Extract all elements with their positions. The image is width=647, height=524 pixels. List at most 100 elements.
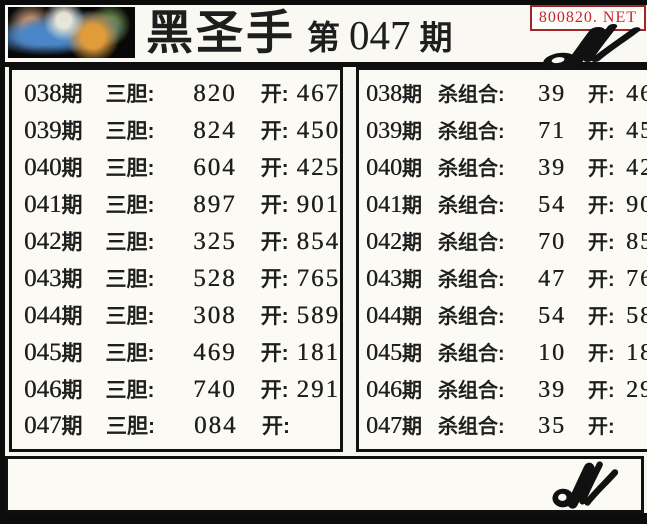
title-text: 黑圣手 — [146, 6, 296, 59]
record-row: 042期 三胆: 325 开: 854 — [24, 228, 340, 255]
open-label: 开: — [260, 120, 289, 144]
pick-value: 308 — [193, 301, 237, 329]
pick-label: 杀组合: — [438, 158, 505, 181]
pick-value: 71 — [538, 118, 566, 145]
pick-value: 54 — [538, 192, 566, 219]
record-row: 047期 杀组合: 35 开: — [359, 410, 647, 440]
period-cell: 044 — [366, 302, 402, 329]
record-row: 046期 三胆: 740 开: 291 — [24, 375, 340, 403]
open-value: 901 — [296, 191, 340, 219]
period-cell: 041 — [24, 191, 62, 219]
pick-label: 杀组合: — [438, 195, 505, 218]
record-row: 038期 三胆: 820 开: 467 — [24, 80, 340, 108]
header: 黑圣手 第 047 期 800820. NET — [5, 5, 647, 69]
period-cell: 047 — [24, 412, 62, 440]
open-value: 765 — [296, 264, 340, 292]
period-cell: 039 — [366, 118, 402, 145]
open-value: 181 — [626, 339, 647, 366]
open-label: 开: — [588, 416, 615, 439]
open-value: 291 — [626, 376, 647, 403]
period-cell: 046 — [366, 376, 402, 403]
pick-value: 740 — [193, 375, 237, 403]
record-row: 039期 三胆: 824 开: 450 — [24, 117, 340, 145]
open-label: 开: — [588, 232, 615, 254]
open-label: 开: — [260, 83, 289, 107]
open-label: 开: — [260, 341, 289, 365]
period-cell: 040 — [366, 155, 402, 182]
pick-label: 三胆: — [105, 157, 155, 181]
period-suffix: 期 — [419, 19, 453, 56]
footer-strip — [5, 456, 644, 513]
pick-label: 三胆: — [105, 83, 155, 107]
records-area: 038期 三胆: 820 开: 467 039期 三胆: 824 开: 450 040期 三胆: 6… — [9, 67, 647, 452]
open-label: 开: — [588, 379, 615, 402]
pick-label: 杀组合: — [438, 121, 505, 144]
pick-label: 三胆: — [105, 120, 155, 144]
period-cell: 043 — [366, 265, 402, 292]
open-value: 467 — [626, 81, 647, 108]
pick-label: 三胆: — [105, 194, 155, 218]
open-label: 开: — [588, 195, 615, 218]
period-cell: 044 — [24, 301, 62, 329]
record-row: 040期 三胆: 604 开: 425 — [24, 154, 340, 182]
pick-label: 三胆: — [105, 378, 155, 402]
open-label: 开: — [260, 194, 289, 218]
period-cell: 039 — [24, 117, 62, 145]
open-value: 181 — [296, 338, 340, 366]
pick-value: 39 — [538, 81, 566, 108]
open-label: 开: — [260, 231, 289, 254]
pick-value: 39 — [538, 155, 566, 182]
record-row: 044期 三胆: 308 开: 589 — [24, 301, 340, 329]
period-cell: 041 — [366, 192, 402, 219]
period-cell: 046 — [24, 375, 62, 403]
record-row: 041期 三胆: 897 开: 901 — [24, 191, 340, 219]
pick-label: 杀组合: — [438, 379, 505, 402]
pick-value: 084 — [194, 412, 238, 440]
three-dan-panel: 038期 三胆: 820 开: 467 039期 三胆: 824 开: 450 040期 三胆: 6… — [9, 67, 343, 452]
open-label: 开: — [588, 268, 615, 291]
record-row: 047期 三胆: 084 开: — [12, 410, 340, 440]
site-badge: 800820. NET — [529, 5, 646, 31]
open-value: 901 — [626, 192, 647, 219]
open-value: 854 — [626, 229, 647, 255]
period-number: 047 — [349, 12, 411, 58]
record-row: 045期 三胆: 469 开: 181 — [24, 338, 340, 366]
pick-label: 三胆: — [106, 415, 155, 439]
logo-image — [8, 7, 135, 58]
pick-label: 杀组合: — [438, 84, 505, 107]
pick-value: 820 — [193, 80, 237, 108]
pick-label: 三胆: — [105, 231, 155, 254]
pick-value: 528 — [193, 264, 237, 292]
pick-value: 604 — [193, 154, 237, 182]
pick-label: 杀组合: — [438, 305, 505, 328]
open-value: 589 — [296, 301, 340, 329]
period-cell: 040 — [24, 154, 62, 182]
ok-brush-mark-icon — [552, 461, 619, 509]
open-value: 291 — [296, 375, 340, 403]
open-value: 765 — [626, 265, 647, 292]
open-value: 467 — [296, 80, 340, 108]
period-cell: 038 — [24, 80, 62, 108]
pick-label: 杀组合: — [438, 232, 505, 254]
open-value: 854 — [296, 228, 340, 255]
period-cell: 038 — [366, 81, 402, 108]
open-value: 589 — [626, 302, 647, 329]
open-label: 开: — [588, 158, 615, 181]
open-label: 开: — [588, 84, 615, 107]
pick-value: 10 — [538, 339, 566, 366]
pick-value: 54 — [538, 302, 566, 329]
period-cell: 042 — [24, 228, 62, 255]
pick-value: 824 — [193, 117, 237, 145]
period-cell: 045 — [24, 338, 62, 366]
open-label: 开: — [260, 304, 289, 328]
pick-label: 杀组合: — [438, 268, 505, 291]
period-prefix: 第 — [307, 19, 340, 56]
period-cell: 047 — [366, 413, 402, 440]
pick-value: 47 — [538, 265, 566, 292]
